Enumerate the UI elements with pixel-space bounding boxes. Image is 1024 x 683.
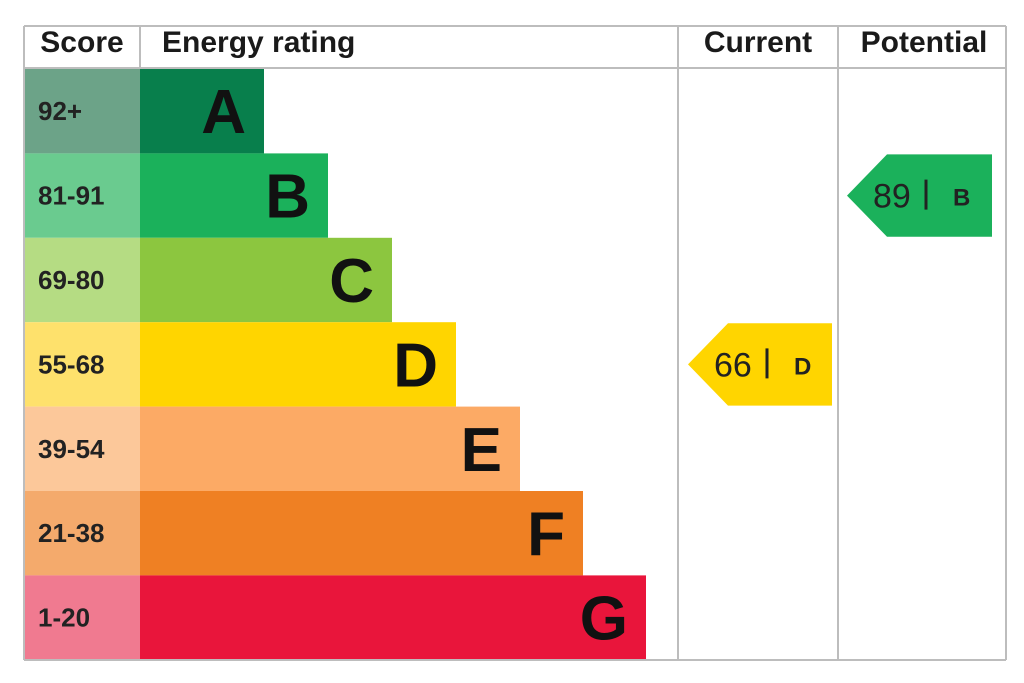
band-letter-c: C <box>329 247 374 316</box>
score-cell-e <box>25 406 140 491</box>
score-cell-c <box>25 237 140 323</box>
potential-rating-value: 89 <box>873 178 911 216</box>
band-letter-d: D <box>393 331 438 400</box>
score-cell-g <box>25 575 140 660</box>
band-letter-g: G <box>580 585 628 654</box>
score-cell-f <box>25 491 140 576</box>
band-bar-f <box>140 491 583 576</box>
current-rating-letter: D <box>794 353 811 380</box>
score-range-g: 1-20 <box>38 603 90 633</box>
band-bar-g <box>140 575 646 660</box>
current-rating-flag: 66 D <box>688 323 832 406</box>
current-header: Current <box>704 26 812 59</box>
score-range-e: 39-54 <box>38 434 105 464</box>
band-letter-f: F <box>527 500 565 569</box>
score-range-a: 92+ <box>38 96 82 126</box>
band-letter-a: A <box>201 78 246 147</box>
band-bar-b <box>140 153 328 238</box>
score-cell-b <box>25 153 140 238</box>
rating-flags: 66 D 89 B <box>688 154 992 406</box>
band-bar-c <box>140 237 392 323</box>
band-bar-d <box>140 322 456 407</box>
potential-header: Potential <box>861 26 988 59</box>
score-range-c: 69-80 <box>38 265 105 295</box>
band-bar-e <box>140 406 520 491</box>
table-frame <box>23 25 1007 661</box>
score-range-f: 21-38 <box>38 518 105 548</box>
energy-rating-header: Energy rating <box>162 26 355 59</box>
band-letter-b: B <box>265 163 310 232</box>
current-rating-value: 66 <box>714 346 752 384</box>
rating-bands: 92+ A 81-91 B 69-80 C 55-68 D 39-54 E 21-38 F 1-20 G <box>25 69 646 660</box>
score-cell-a <box>25 69 140 154</box>
score-header: Score <box>40 26 123 59</box>
band-bar-a <box>140 69 264 154</box>
potential-rating-flag: 89 B <box>847 154 992 237</box>
score-range-d: 55-68 <box>38 349 105 379</box>
score-range-b: 81-91 <box>38 181 105 211</box>
band-letter-e: E <box>461 416 502 485</box>
potential-flag-shape <box>847 154 992 237</box>
potential-rating-letter: B <box>953 185 970 212</box>
current-flag-shape <box>688 323 832 406</box>
score-cell-d <box>25 322 140 407</box>
